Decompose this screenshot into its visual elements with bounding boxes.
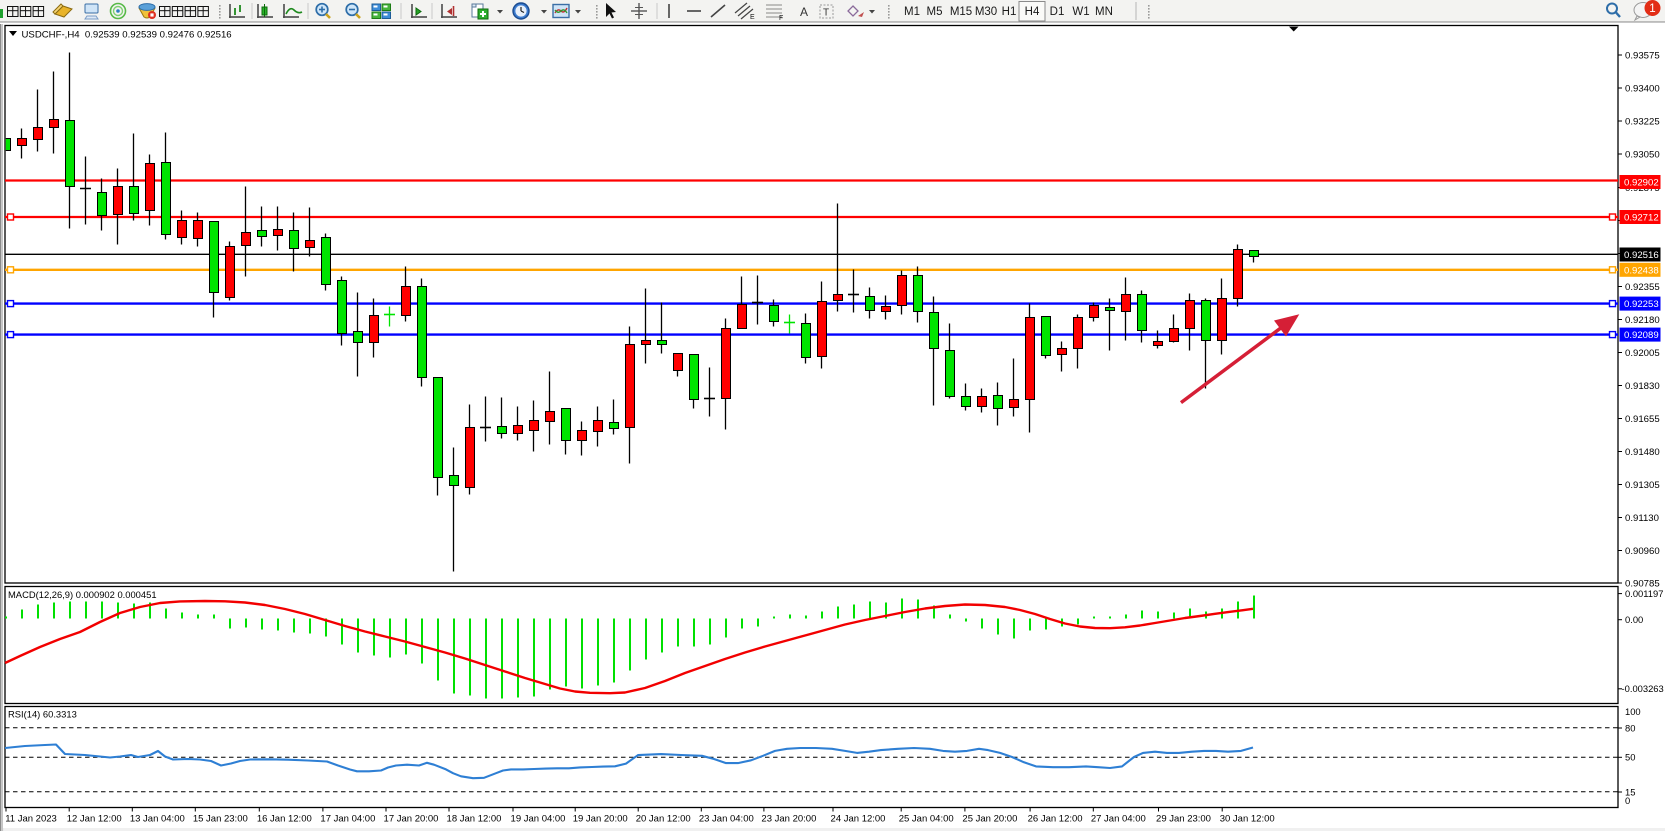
svg-text:23 Jan 04:00: 23 Jan 04:00 — [699, 814, 754, 825]
svg-text:15: 15 — [1625, 786, 1635, 797]
svg-text:27 Jan 04:00: 27 Jan 04:00 — [1091, 814, 1146, 825]
svg-text:M1: M1 — [904, 6, 920, 18]
svg-text:0.92253: 0.92253 — [1624, 299, 1659, 310]
svg-text:18 Jan 12:00: 18 Jan 12:00 — [447, 814, 502, 825]
svg-text:0.91305: 0.91305 — [1625, 480, 1660, 491]
svg-text:0.90960: 0.90960 — [1625, 546, 1660, 557]
svg-text:0.90785: 0.90785 — [1625, 578, 1660, 589]
svg-text:0.91480: 0.91480 — [1625, 447, 1660, 458]
svg-text:0.93225: 0.93225 — [1625, 116, 1660, 127]
svg-text:H4: H4 — [1025, 6, 1040, 18]
svg-text:100: 100 — [1625, 706, 1641, 717]
svg-text:F: F — [779, 15, 783, 22]
svg-text:20 Jan 12:00: 20 Jan 12:00 — [636, 814, 691, 825]
svg-text:23 Jan 20:00: 23 Jan 20:00 — [761, 814, 816, 825]
svg-text:M5: M5 — [927, 6, 943, 18]
svg-text:0.92902: 0.92902 — [1624, 178, 1659, 189]
svg-text:MN: MN — [1095, 6, 1113, 18]
svg-text:30 Jan 12:00: 30 Jan 12:00 — [1220, 814, 1275, 825]
svg-text:19 Jan 04:00: 19 Jan 04:00 — [511, 814, 566, 825]
svg-text:M30: M30 — [975, 6, 997, 18]
svg-text:12 Jan 12:00: 12 Jan 12:00 — [67, 814, 122, 825]
svg-text:25 Jan 04:00: 25 Jan 04:00 — [899, 814, 954, 825]
svg-text:E: E — [750, 14, 755, 21]
svg-text:11 Jan 2023: 11 Jan 2023 — [5, 814, 57, 825]
svg-text:0.93050: 0.93050 — [1625, 149, 1660, 160]
svg-text:H1: H1 — [1002, 6, 1017, 18]
svg-text:17 Jan 04:00: 17 Jan 04:00 — [320, 814, 375, 825]
svg-text:0.92712: 0.92712 — [1624, 213, 1659, 224]
svg-text:0.93575: 0.93575 — [1625, 50, 1660, 61]
svg-text:W1: W1 — [1072, 6, 1089, 18]
svg-text:26 Jan 12:00: 26 Jan 12:00 — [1028, 814, 1083, 825]
svg-text:29 Jan 23:00: 29 Jan 23:00 — [1156, 814, 1211, 825]
svg-text:17 Jan 20:00: 17 Jan 20:00 — [384, 814, 439, 825]
svg-text:0.93400: 0.93400 — [1625, 83, 1660, 94]
svg-text:A: A — [800, 5, 808, 19]
svg-text:16 Jan 12:00: 16 Jan 12:00 — [257, 814, 312, 825]
svg-text:0.91830: 0.91830 — [1625, 381, 1660, 392]
svg-text:D1: D1 — [1050, 6, 1065, 18]
svg-text:M15: M15 — [950, 6, 972, 18]
svg-text:50: 50 — [1625, 752, 1635, 763]
svg-text:-0.003263: -0.003263 — [1622, 683, 1664, 694]
svg-text:0.92180: 0.92180 — [1625, 315, 1660, 326]
svg-text:0.92355: 0.92355 — [1625, 282, 1660, 293]
svg-text:T: T — [823, 8, 829, 19]
svg-text:13 Jan 04:00: 13 Jan 04:00 — [130, 814, 185, 825]
svg-text:0.91655: 0.91655 — [1625, 414, 1660, 425]
svg-text:15 Jan 23:00: 15 Jan 23:00 — [193, 814, 248, 825]
svg-text:0.001197: 0.001197 — [1625, 588, 1663, 599]
svg-text:RSI(14) 60.3313: RSI(14) 60.3313 — [8, 709, 77, 720]
svg-text:24 Jan 12:00: 24 Jan 12:00 — [831, 814, 886, 825]
svg-text:1: 1 — [1649, 3, 1655, 15]
svg-text:0.92516: 0.92516 — [1624, 250, 1659, 261]
svg-text:USDCHF-,H4 0.92539 0.92539 0.: USDCHF-,H4 0.92539 0.92539 0.92476 0.925… — [22, 30, 232, 41]
svg-text:0.92005: 0.92005 — [1625, 348, 1660, 359]
svg-text:MACD(12,26,9) 0.000902 0.00045: MACD(12,26,9) 0.000902 0.000451 — [8, 589, 157, 600]
svg-text:0.91130: 0.91130 — [1625, 513, 1659, 524]
svg-text:80: 80 — [1625, 722, 1635, 733]
svg-text:0.00: 0.00 — [1625, 614, 1643, 625]
svg-text:19 Jan 20:00: 19 Jan 20:00 — [573, 814, 628, 825]
svg-text:0.92089: 0.92089 — [1624, 330, 1659, 341]
svg-text:25 Jan 20:00: 25 Jan 20:00 — [962, 814, 1017, 825]
svg-text:0.92438: 0.92438 — [1624, 265, 1659, 276]
svg-text:0: 0 — [1625, 795, 1630, 806]
